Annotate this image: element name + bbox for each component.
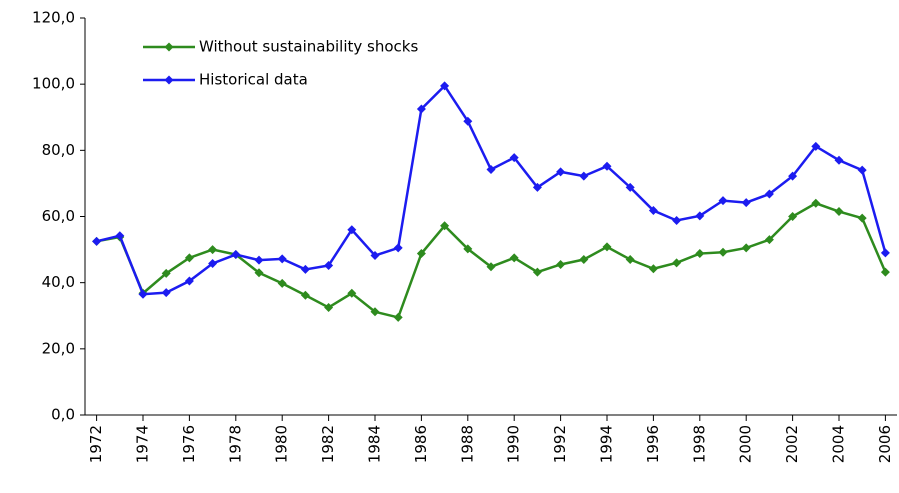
- point: [602, 161, 612, 171]
- series-line: [96, 201, 887, 319]
- point: [208, 258, 218, 268]
- point: [161, 268, 171, 278]
- point: [625, 182, 635, 192]
- point: [393, 312, 403, 322]
- point: [741, 243, 751, 253]
- point: [486, 262, 496, 272]
- x-tick-label: 1974: [134, 425, 152, 463]
- point: [324, 302, 334, 312]
- legend-label: Historical data: [199, 71, 308, 89]
- x-tick-label: 1972: [87, 425, 105, 463]
- point: [579, 171, 589, 181]
- point: [184, 253, 194, 263]
- point: [347, 225, 357, 235]
- point: [208, 245, 218, 255]
- x-tick-label: 1998: [690, 425, 708, 463]
- point: [347, 288, 357, 298]
- x-tick-label: 1978: [226, 425, 244, 463]
- point: [672, 215, 682, 225]
- point: [416, 249, 426, 259]
- point: [393, 243, 403, 253]
- y-tick-label: 80,0: [42, 141, 75, 159]
- x-tick-label: 1990: [505, 425, 523, 463]
- x-tick-label: 2006: [876, 425, 894, 463]
- point: [440, 81, 450, 91]
- point: [880, 267, 890, 277]
- point: [370, 307, 380, 317]
- point: [834, 155, 844, 165]
- point: [718, 196, 728, 206]
- point: [556, 259, 566, 269]
- point: [556, 167, 566, 177]
- point: [579, 255, 589, 265]
- point: [509, 153, 519, 163]
- x-tick-label: 2004: [830, 425, 848, 463]
- point: [648, 264, 658, 274]
- point: [277, 254, 287, 264]
- x-tick-label: 1976: [180, 425, 198, 463]
- point: [857, 213, 867, 223]
- point: [440, 221, 450, 231]
- point: [648, 206, 658, 216]
- point: [695, 211, 705, 221]
- point: [602, 242, 612, 252]
- point: [857, 165, 867, 175]
- y-tick-label: 0,0: [51, 406, 75, 424]
- point: [115, 231, 125, 241]
- point: [92, 236, 102, 246]
- point: [231, 250, 241, 260]
- x-tick-label: 1986: [412, 425, 430, 463]
- point: [672, 258, 682, 268]
- x-tick-label: 1984: [366, 425, 384, 463]
- y-tick-label: 40,0: [42, 273, 75, 291]
- point: [718, 247, 728, 257]
- point: [532, 182, 542, 192]
- x-tick-label: 1982: [319, 425, 337, 463]
- legend-label: Without sustainability shocks: [199, 38, 418, 56]
- x-tick-label: 1996: [644, 425, 662, 463]
- point: [254, 255, 264, 265]
- point: [254, 268, 264, 278]
- point: [625, 255, 635, 265]
- point: [788, 212, 798, 221]
- point: [300, 264, 310, 274]
- x-tick-label: 1994: [598, 425, 616, 463]
- point: [880, 248, 890, 258]
- point: [532, 267, 542, 277]
- point: [764, 235, 774, 245]
- point: [764, 189, 774, 199]
- point: [300, 290, 310, 300]
- point: [811, 141, 821, 151]
- point: [324, 260, 334, 270]
- point: [161, 288, 171, 298]
- y-tick-label: 60,0: [42, 207, 75, 225]
- point: [416, 104, 426, 114]
- point: [184, 276, 194, 286]
- point: [370, 251, 380, 261]
- point: [695, 249, 705, 259]
- point: [463, 244, 473, 254]
- x-tick-label: 1992: [551, 425, 569, 463]
- point: [811, 198, 821, 208]
- point: [741, 198, 751, 208]
- point: [509, 253, 519, 263]
- x-tick-label: 2000: [737, 425, 755, 463]
- point: [138, 289, 148, 299]
- y-tick-label: 100,0: [32, 75, 75, 93]
- point: [788, 171, 798, 181]
- x-tick-label: 1988: [458, 425, 476, 463]
- y-tick-label: 20,0: [42, 339, 75, 357]
- point: [277, 278, 287, 288]
- point: [463, 116, 473, 126]
- legend-marker: [164, 42, 174, 52]
- point: [486, 165, 496, 175]
- x-tick-label: 1980: [273, 425, 291, 463]
- y-tick-label: 120,0: [32, 9, 75, 27]
- x-tick-label: 2002: [783, 425, 801, 463]
- legend-marker: [164, 75, 174, 85]
- point: [834, 207, 844, 217]
